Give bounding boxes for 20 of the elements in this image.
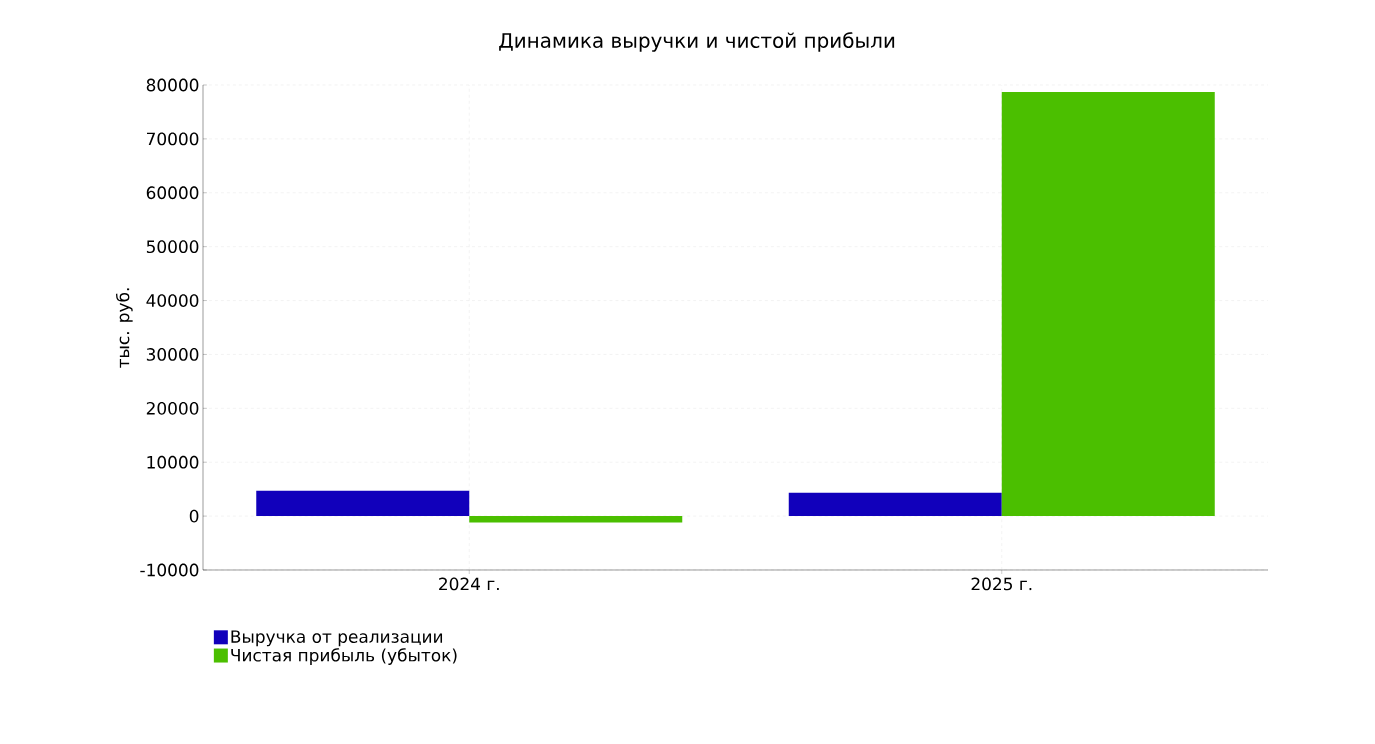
y-tick-label: 50000 — [146, 240, 199, 254]
bar — [256, 490, 470, 517]
y-tick-label: 70000 — [147, 132, 199, 146]
bar — [788, 492, 1002, 517]
y-tick-label: 0 — [189, 509, 199, 523]
bar — [469, 516, 683, 523]
y-tick-label: 20000 — [146, 401, 199, 415]
legend-label: Выручка от реализации — [231, 630, 443, 647]
x-tick-label: 2025 г. — [971, 577, 1032, 591]
y-tick-label: 40000 — [146, 294, 199, 307]
y-tick-label: -10000 — [140, 563, 199, 577]
bar — [1001, 91, 1215, 517]
y-tick-label: 80000 — [146, 78, 199, 92]
y-tick-label: 30000 — [146, 348, 199, 361]
x-tick-label: 2024 г. — [439, 577, 499, 591]
y-axis-title: тыс. руб. — [115, 288, 133, 368]
chart-title: Динамика выручки и чистой прибыли — [499, 32, 895, 52]
y-tick-label: 60000 — [146, 186, 199, 200]
y-tick-label: 10000 — [147, 455, 199, 469]
legend-label: Чистая прибыль (убыток) — [231, 648, 457, 665]
